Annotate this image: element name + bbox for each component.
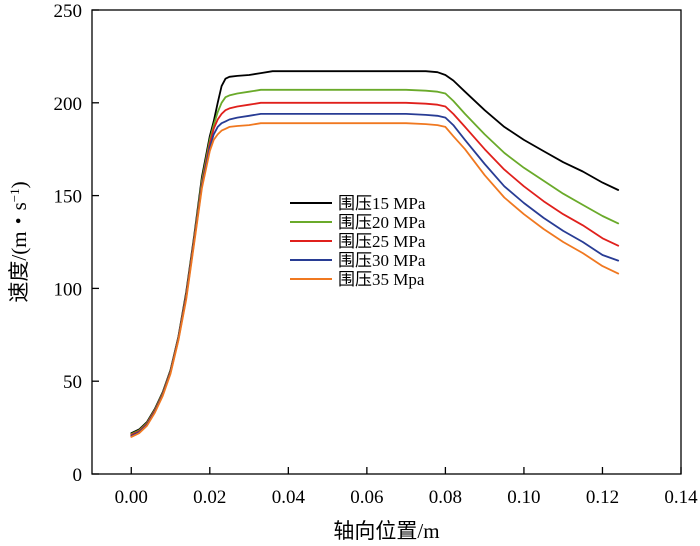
series-lines <box>130 70 620 438</box>
legend-label: 围压15 MPa <box>338 194 426 213</box>
y-axis-ticks: 0 50 100 150 200 250 <box>54 1 99 486</box>
x-axis-ticks: 0.00 0.02 0.04 0.06 0.08 0.10 0.12 0.14 <box>115 467 698 508</box>
y-tick-label: 250 <box>54 1 83 22</box>
x-tick-label: 0.08 <box>429 487 462 508</box>
series-line-5 <box>130 122 620 438</box>
legend-label: 围压35 Mpa <box>338 270 425 289</box>
y-tick-label: 200 <box>54 94 83 115</box>
svg-text:速度/(m・s−1): 速度/(m・s−1) <box>7 181 32 302</box>
x-tick-label: 0.10 <box>507 487 540 508</box>
y-tick-label: 0 <box>73 465 83 486</box>
y-axis-title: 速度/(m・s−1) <box>7 181 32 302</box>
y-tick-label: 50 <box>63 372 82 393</box>
legend-label: 围压20 MPa <box>338 213 426 232</box>
legend-label: 围压25 MPa <box>338 232 426 251</box>
y-tick-label: 150 <box>54 187 83 208</box>
x-tick-label: 0.06 <box>350 487 383 508</box>
x-tick-label: 0.12 <box>586 487 619 508</box>
x-axis-title: 轴向位置/m <box>333 519 439 543</box>
y-tick-label: 100 <box>54 279 83 300</box>
y-axis-title-base: 速度/(m・s <box>7 202 31 302</box>
plot-area-frame <box>91 9 682 475</box>
y-axis-title-close: ) <box>7 181 31 188</box>
x-tick-label: 0.04 <box>272 487 306 508</box>
x-tick-label: 0.02 <box>193 487 226 508</box>
legend-label: 围压30 MPa <box>338 251 426 270</box>
x-tick-label: 0.00 <box>115 487 148 508</box>
x-tick-label: 0.14 <box>664 487 698 508</box>
y-axis-title-superscript: −1 <box>7 188 22 202</box>
